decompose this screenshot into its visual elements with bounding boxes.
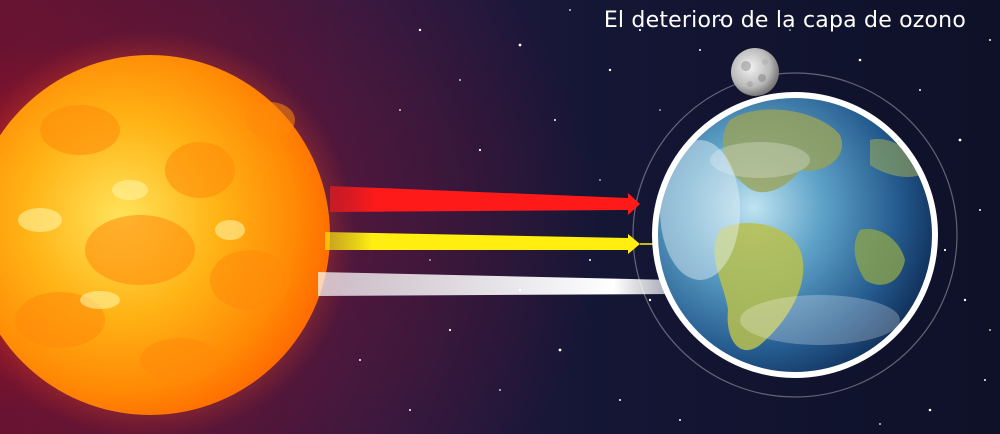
atmosphere-ring — [652, 92, 938, 378]
red-ray — [330, 186, 640, 215]
radiation-rays — [318, 186, 688, 298]
page-title: El deterioro de la capa de ozono — [603, 8, 966, 33]
sun-icon — [0, 30, 355, 434]
earth-icon — [652, 92, 938, 378]
yellow-ray — [325, 232, 640, 254]
moon-icon — [731, 48, 779, 96]
ozone-layer-ring — [632, 72, 958, 398]
white-ray — [318, 272, 688, 298]
